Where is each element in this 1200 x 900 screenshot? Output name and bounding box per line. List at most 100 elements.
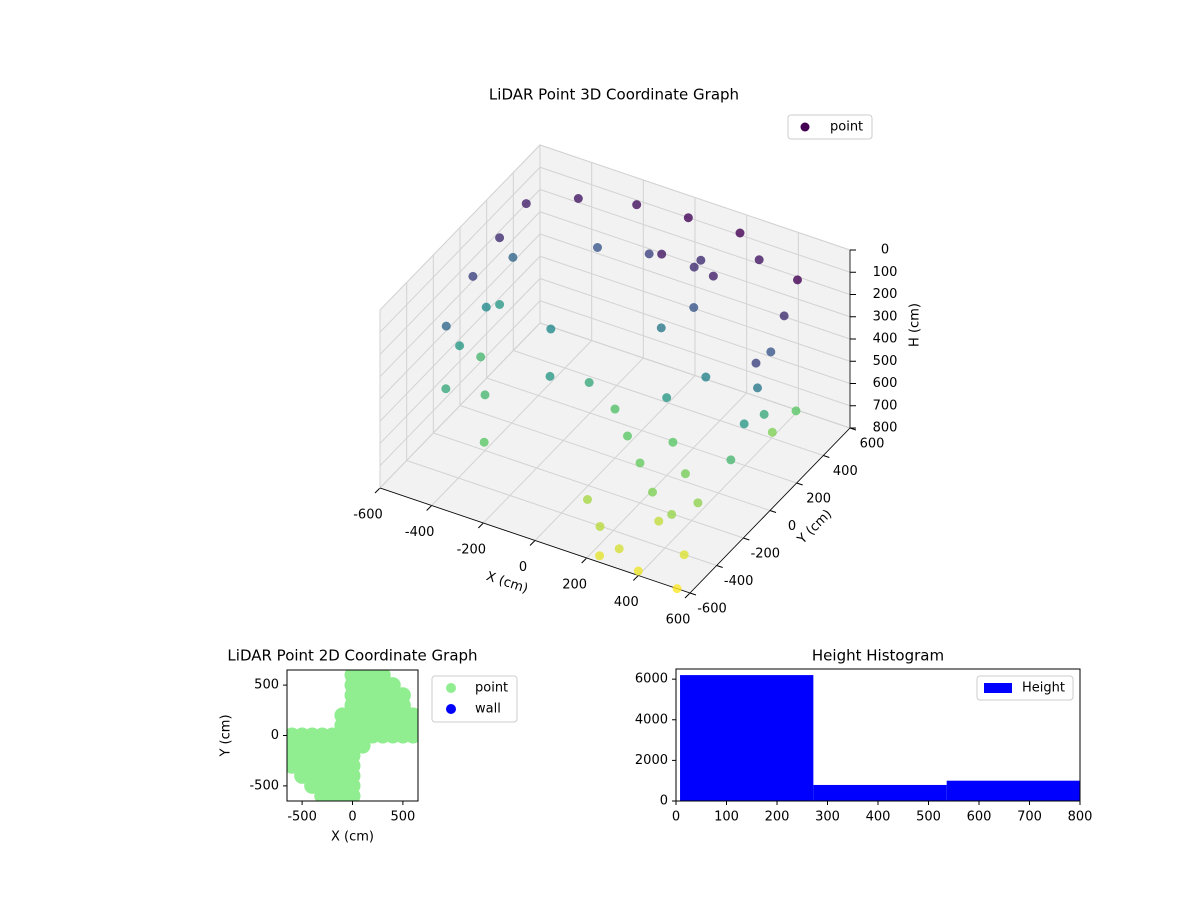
- legend-marker: [800, 122, 810, 132]
- bar: [946, 780, 1080, 801]
- x-tick-label: -400: [405, 525, 435, 540]
- legend-box: [976, 675, 1074, 701]
- point: [766, 347, 776, 357]
- point: [441, 321, 451, 331]
- point: [767, 427, 777, 437]
- legend-label: point: [830, 120, 863, 135]
- legend-patch: [984, 683, 1012, 693]
- grid-line: [379, 233, 851, 400]
- point: [476, 352, 486, 362]
- y-tick: [689, 592, 697, 596]
- point: [791, 406, 801, 416]
- point: [344, 787, 361, 801]
- point: [508, 252, 518, 262]
- z-tick-label: 100: [873, 265, 898, 280]
- x-tick-label: 600: [666, 613, 691, 628]
- point: [696, 255, 706, 265]
- x-tick-label: -200: [457, 543, 487, 558]
- x-tick: [632, 575, 639, 581]
- x-tick-label: 500: [390, 810, 415, 825]
- legend-label: Height: [1022, 681, 1065, 696]
- x-tick: [581, 557, 588, 564]
- point: [593, 243, 602, 252]
- point: [495, 300, 505, 309]
- x-tick: [529, 540, 536, 546]
- y-tick-label: 0: [788, 519, 796, 534]
- z-tick-label: 700: [873, 398, 898, 413]
- point: [583, 495, 592, 504]
- grid-line: [379, 211, 851, 378]
- z-tick-label: 400: [873, 332, 898, 347]
- point: [754, 255, 764, 265]
- chart-title: LiDAR Point 3D Coordinate Graph: [489, 86, 739, 104]
- chart-title: Height Histogram: [812, 647, 944, 665]
- y-tick-label: -600: [697, 602, 727, 617]
- x-tick-label: 100: [714, 810, 739, 825]
- y-tick-label: 2000: [635, 753, 668, 768]
- z-tick-label: 200: [873, 287, 898, 302]
- grid-line: [379, 300, 851, 467]
- grid-line: [379, 166, 851, 333]
- point: [657, 249, 667, 259]
- y-tick-label: 0: [660, 794, 668, 809]
- point: [680, 469, 690, 479]
- x-tick-label: 600: [967, 810, 992, 825]
- point: [667, 509, 677, 519]
- y-tick-label: -400: [724, 574, 754, 589]
- y-tick-label: -500: [249, 778, 279, 793]
- grid-line: [379, 188, 851, 355]
- y-tick: [716, 565, 723, 568]
- x-tick-label: 300: [815, 810, 840, 825]
- point: [573, 194, 583, 203]
- point: [668, 437, 678, 447]
- point: [735, 228, 745, 238]
- point: [672, 584, 682, 594]
- z-tick-label: 600: [873, 376, 898, 391]
- y-tick-label: 600: [860, 437, 885, 452]
- point: [726, 455, 736, 465]
- x-axis-label: X (cm): [331, 830, 374, 845]
- x-tick-label: 500: [916, 810, 941, 825]
- grid-line: [379, 144, 851, 311]
- point: [656, 323, 666, 333]
- x-tick-label: -500: [287, 810, 317, 825]
- x-tick-label: 400: [614, 595, 639, 610]
- chart-title: LiDAR Point 2D Coordinate Graph: [227, 647, 477, 665]
- grid-line: [379, 255, 851, 422]
- point: [479, 437, 489, 447]
- y-tick-label: -200: [751, 547, 781, 562]
- grid-line: [379, 322, 851, 489]
- point: [632, 200, 642, 210]
- x-tick-label: 700: [1017, 810, 1042, 825]
- point: [495, 233, 505, 243]
- point: [689, 262, 699, 272]
- legend-label: point: [475, 681, 508, 696]
- y-axis-label: Y (cm): [794, 507, 835, 548]
- x-tick-label: 200: [765, 810, 790, 825]
- point: [595, 551, 605, 561]
- point: [644, 249, 654, 259]
- x-tick-label: 0: [348, 810, 356, 825]
- x-tick-label: -600: [353, 508, 383, 523]
- point: [354, 737, 371, 754]
- point: [683, 213, 693, 223]
- legend-marker: [446, 704, 456, 714]
- point: [633, 566, 643, 576]
- point: [654, 516, 664, 526]
- point: [441, 384, 451, 394]
- x-tick: [684, 592, 691, 599]
- point: [468, 271, 478, 281]
- point: [662, 393, 672, 403]
- point: [648, 487, 657, 497]
- x-tick: [477, 522, 484, 529]
- z-tick-label: 500: [873, 354, 898, 369]
- point: [635, 458, 645, 468]
- point: [546, 324, 556, 334]
- point: [701, 372, 711, 382]
- point: [693, 498, 703, 508]
- y-axis: [689, 427, 851, 594]
- point: [481, 302, 491, 312]
- y-axis-label: Y (cm): [219, 714, 234, 757]
- plot-area: [287, 670, 418, 801]
- z-tick-label: 0: [881, 243, 889, 258]
